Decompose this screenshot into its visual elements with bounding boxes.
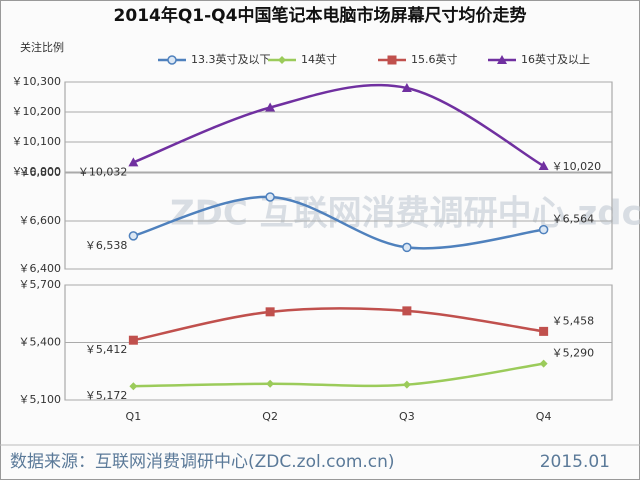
source: 数据来源：互联网消费调研中心(ZDC.zol.com.cn) [10,452,395,472]
point [265,102,276,112]
series-line [133,307,544,342]
point [402,306,412,316]
x-tick-label: Q3 [399,410,415,423]
legend-label: 16英寸及以上 [521,52,590,66]
legend-marker [278,56,286,64]
point [539,326,549,336]
legend-marker [497,55,507,64]
point [402,380,411,389]
y-tick-label: ￥5,100 [19,393,62,406]
y-tick-label: ￥6,400 [19,262,62,275]
point [401,83,412,92]
value-label: ￥6,564 [552,213,595,226]
point [128,157,139,167]
date: 2015.01 [540,452,610,472]
legend-marker [387,55,397,65]
value-label: ￥5,290 [552,347,595,360]
y-tick-label: ￥5,400 [19,336,62,349]
point [266,379,275,388]
series-line [133,195,544,250]
point [128,335,138,345]
x-tick-label: Q1 [126,410,142,423]
value-label: ￥5,172 [85,389,128,402]
value-label: ￥6,538 [85,239,128,252]
series-line [132,83,545,168]
y-tick-label: ￥6,800 [19,166,62,179]
legend-marker [167,55,177,65]
point [402,242,412,253]
y-tick-label: ￥6,600 [19,214,62,227]
point [538,161,549,170]
value-label: ￥5,458 [552,314,595,327]
watermark: ZDC 互联网消费调研中心 zdc.zol.com.cn [170,194,640,234]
x-tick-label: Q2 [262,410,278,423]
point [539,359,548,368]
value-label: ￥10,020 [552,160,602,173]
y-tick-label: ￥10,300 [12,75,62,88]
legend-label: 15.6英寸 [411,52,458,66]
point [129,382,138,391]
y-tick-label: ￥10,000 [12,165,62,178]
legend-label: 13.3英寸及以下 [191,52,271,66]
y-axis-label: 关注比例 [20,40,64,54]
y-tick-label: ￥10,200 [12,105,62,118]
point [265,307,275,317]
point [265,192,275,202]
point [538,224,549,235]
series-line [133,362,544,388]
y-tick-label: ￥5,700 [19,278,62,291]
chart-title: 2014年Q1-Q4中国笔记本电脑市场屏幕尺寸均价走势 [114,5,527,26]
y-tick-label: ￥10,100 [12,135,62,148]
x-tick-label: Q4 [536,410,552,423]
legend-label: 14英寸 [301,52,337,66]
value-label: ￥10,032 [78,165,128,178]
value-label: ￥5,412 [85,343,128,356]
point [128,231,139,241]
